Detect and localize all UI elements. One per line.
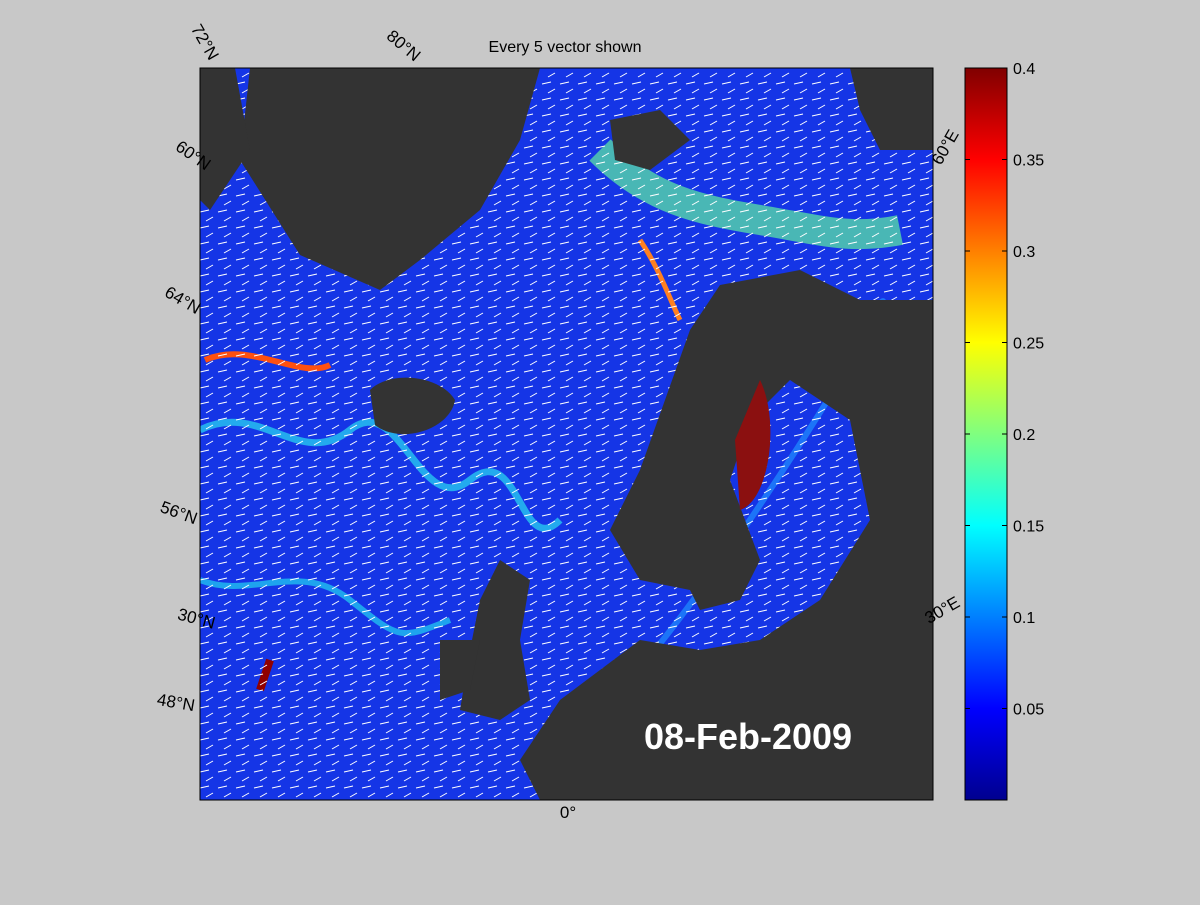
- colorbar-tick-label: 0.3: [1013, 244, 1035, 261]
- colorbar-tick-label: 0.15: [1013, 519, 1044, 536]
- title: Every 5 vector shown: [489, 39, 642, 56]
- lat-label: 80°N: [383, 26, 424, 65]
- map-frame: [199, 67, 934, 801]
- date-label: 08-Feb-2009: [644, 716, 852, 757]
- lat-label: 72°N: [187, 21, 222, 63]
- lon-label: 0°: [560, 803, 576, 822]
- lat-label: 48°N: [156, 690, 197, 715]
- colorbar-tick-label: 0.1: [1013, 610, 1035, 627]
- colorbar-tick-label: 0.4: [1013, 61, 1035, 78]
- colorbar-tick-label: 0.35: [1013, 153, 1044, 170]
- colorbar-tick-label: 0.2: [1013, 427, 1035, 444]
- colorbar-tick-label: 0.25: [1013, 336, 1044, 353]
- map: [200, 68, 933, 800]
- lat-label: 56°N: [158, 497, 200, 528]
- colorbar: [964, 67, 1008, 801]
- colorbar-tick-label: 0.05: [1013, 702, 1044, 719]
- lat-label: 64°N: [162, 283, 204, 318]
